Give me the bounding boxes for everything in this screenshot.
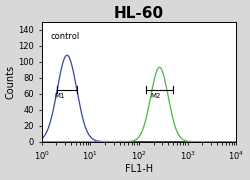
Text: M2: M2 [151, 93, 161, 100]
Text: M1: M1 [54, 93, 65, 100]
Title: HL-60: HL-60 [114, 6, 164, 21]
Text: control: control [50, 32, 80, 41]
Y-axis label: Counts: Counts [6, 65, 16, 99]
X-axis label: FL1-H: FL1-H [125, 165, 153, 174]
